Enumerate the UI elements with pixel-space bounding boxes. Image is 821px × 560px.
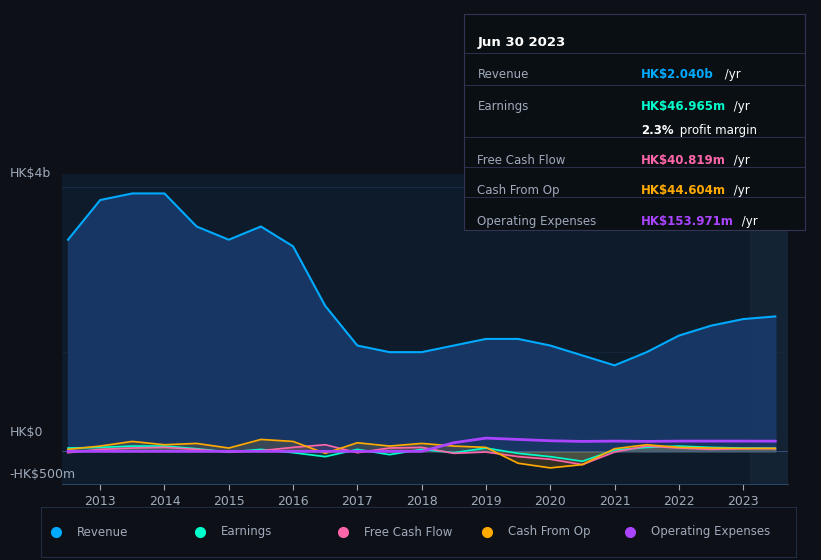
Text: /yr: /yr	[730, 100, 750, 113]
Text: HK$46.965m: HK$46.965m	[641, 100, 726, 113]
Text: Earnings: Earnings	[478, 100, 529, 113]
Text: 2.3%: 2.3%	[641, 124, 674, 137]
Text: -HK$500m: -HK$500m	[10, 468, 76, 482]
Text: Free Cash Flow: Free Cash Flow	[478, 154, 566, 167]
Text: /yr: /yr	[721, 68, 741, 81]
Bar	[750, 174, 788, 484]
Text: profit margin: profit margin	[677, 124, 758, 137]
Text: Jun 30 2023: Jun 30 2023	[478, 35, 566, 49]
Text: /yr: /yr	[730, 154, 750, 167]
Text: Revenue: Revenue	[77, 525, 129, 539]
Text: Operating Expenses: Operating Expenses	[651, 525, 771, 539]
Text: Free Cash Flow: Free Cash Flow	[365, 525, 452, 539]
Text: Revenue: Revenue	[478, 68, 529, 81]
Text: HK$153.971m: HK$153.971m	[641, 214, 734, 227]
Text: HK$40.819m: HK$40.819m	[641, 154, 726, 167]
Text: HK$0: HK$0	[10, 426, 44, 439]
Text: Earnings: Earnings	[221, 525, 273, 539]
Text: /yr: /yr	[730, 184, 750, 197]
Text: Cash From Op: Cash From Op	[478, 184, 560, 197]
Text: Cash From Op: Cash From Op	[508, 525, 590, 539]
Text: Operating Expenses: Operating Expenses	[478, 214, 597, 227]
Text: HK$2.040b: HK$2.040b	[641, 68, 713, 81]
Text: HK$4b: HK$4b	[10, 167, 51, 180]
Text: HK$44.604m: HK$44.604m	[641, 184, 726, 197]
Text: /yr: /yr	[738, 214, 759, 227]
